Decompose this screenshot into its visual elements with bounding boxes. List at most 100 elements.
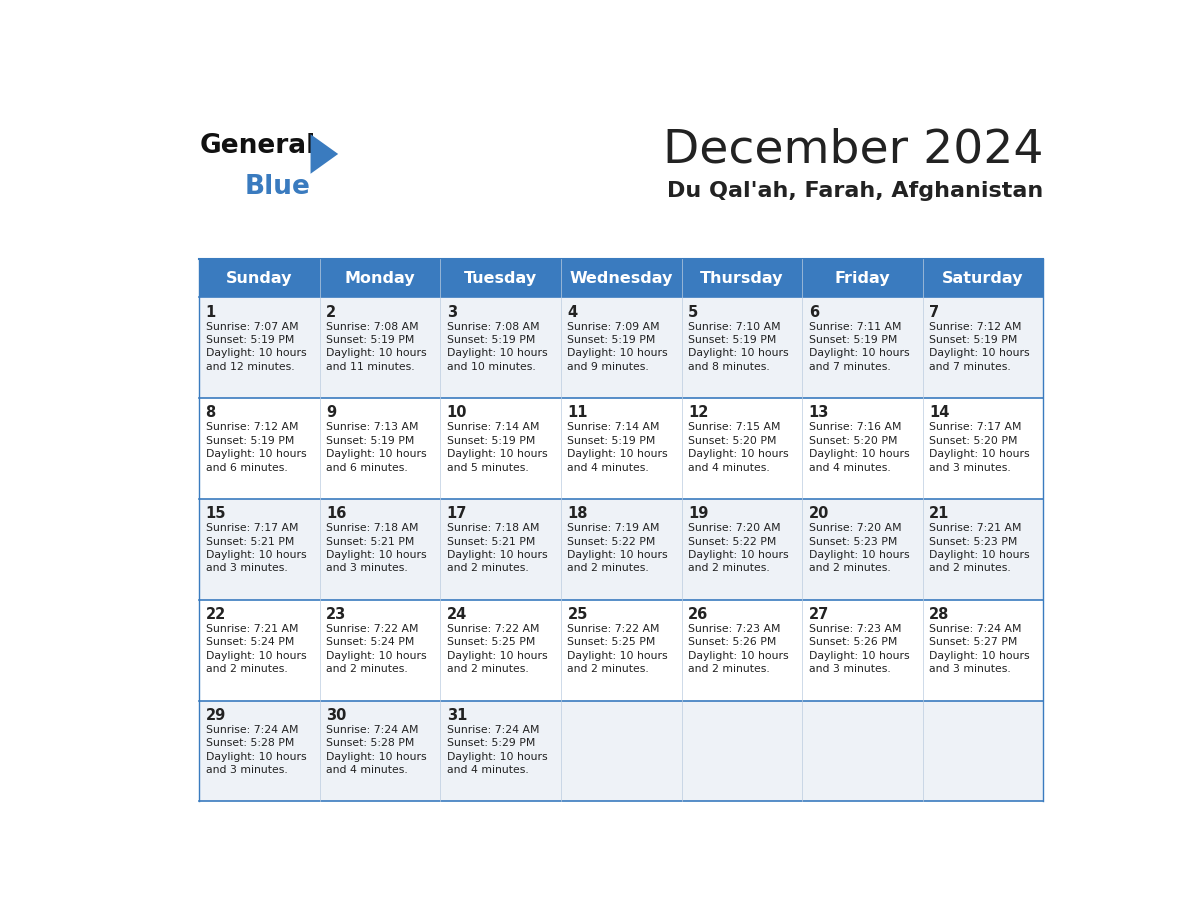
Text: Sunset: 5:23 PM: Sunset: 5:23 PM: [929, 536, 1018, 546]
Text: and 4 minutes.: and 4 minutes.: [447, 765, 529, 775]
Text: Sunrise: 7:24 AM: Sunrise: 7:24 AM: [327, 724, 418, 734]
Text: Sunset: 5:22 PM: Sunset: 5:22 PM: [568, 536, 656, 546]
Bar: [200, 398, 1043, 499]
Text: and 3 minutes.: and 3 minutes.: [929, 665, 1011, 674]
Text: and 4 minutes.: and 4 minutes.: [568, 463, 649, 473]
Text: Sunset: 5:20 PM: Sunset: 5:20 PM: [688, 436, 777, 446]
Text: Sunset: 5:29 PM: Sunset: 5:29 PM: [447, 738, 535, 748]
Text: Sunrise: 7:14 AM: Sunrise: 7:14 AM: [568, 422, 659, 432]
Text: Sunrise: 7:08 AM: Sunrise: 7:08 AM: [327, 321, 419, 331]
Text: Daylight: 10 hours: Daylight: 10 hours: [568, 348, 668, 358]
Text: Monday: Monday: [345, 271, 416, 285]
Text: Sunset: 5:19 PM: Sunset: 5:19 PM: [327, 335, 415, 345]
Text: Saturday: Saturday: [942, 271, 1024, 285]
Text: 18: 18: [568, 506, 588, 521]
Text: and 12 minutes.: and 12 minutes.: [206, 362, 295, 372]
Text: and 8 minutes.: and 8 minutes.: [688, 362, 770, 372]
Bar: [200, 599, 1043, 700]
Text: and 3 minutes.: and 3 minutes.: [809, 665, 890, 674]
Text: 21: 21: [929, 506, 949, 521]
Text: Sunrise: 7:17 AM: Sunrise: 7:17 AM: [206, 523, 298, 533]
Text: Daylight: 10 hours: Daylight: 10 hours: [206, 752, 307, 762]
Text: Daylight: 10 hours: Daylight: 10 hours: [929, 651, 1030, 661]
Text: Sunrise: 7:10 AM: Sunrise: 7:10 AM: [688, 321, 781, 331]
Text: Sunset: 5:19 PM: Sunset: 5:19 PM: [206, 335, 293, 345]
Text: 22: 22: [206, 607, 226, 621]
Text: Sunset: 5:26 PM: Sunset: 5:26 PM: [809, 637, 897, 647]
Text: Sunset: 5:22 PM: Sunset: 5:22 PM: [688, 536, 777, 546]
Text: 30: 30: [327, 708, 347, 722]
Bar: [682, 259, 802, 297]
Text: Daylight: 10 hours: Daylight: 10 hours: [568, 449, 668, 459]
Text: and 3 minutes.: and 3 minutes.: [327, 564, 407, 574]
Bar: [441, 259, 561, 297]
Text: Daylight: 10 hours: Daylight: 10 hours: [447, 752, 548, 762]
Text: and 2 minutes.: and 2 minutes.: [206, 665, 287, 674]
Text: Sunrise: 7:18 AM: Sunrise: 7:18 AM: [447, 523, 539, 533]
Text: Daylight: 10 hours: Daylight: 10 hours: [327, 348, 426, 358]
Text: and 4 minutes.: and 4 minutes.: [688, 463, 770, 473]
Text: Daylight: 10 hours: Daylight: 10 hours: [327, 550, 426, 560]
Text: Daylight: 10 hours: Daylight: 10 hours: [327, 651, 426, 661]
Text: Sunset: 5:19 PM: Sunset: 5:19 PM: [929, 335, 1018, 345]
Text: Sunrise: 7:22 AM: Sunrise: 7:22 AM: [327, 624, 418, 634]
Text: Sunrise: 7:23 AM: Sunrise: 7:23 AM: [809, 624, 902, 634]
Text: Sunrise: 7:21 AM: Sunrise: 7:21 AM: [206, 624, 298, 634]
Text: Sunrise: 7:24 AM: Sunrise: 7:24 AM: [447, 724, 539, 734]
Text: 20: 20: [809, 506, 829, 521]
Text: Sunrise: 7:08 AM: Sunrise: 7:08 AM: [447, 321, 539, 331]
Text: Sunset: 5:21 PM: Sunset: 5:21 PM: [447, 536, 535, 546]
Text: 3: 3: [447, 305, 457, 319]
Text: 25: 25: [568, 607, 588, 621]
Text: Sunrise: 7:22 AM: Sunrise: 7:22 AM: [447, 624, 539, 634]
Text: Daylight: 10 hours: Daylight: 10 hours: [568, 651, 668, 661]
Text: Sunset: 5:20 PM: Sunset: 5:20 PM: [809, 436, 897, 446]
Text: Sunrise: 7:12 AM: Sunrise: 7:12 AM: [206, 422, 298, 432]
Text: 28: 28: [929, 607, 949, 621]
Text: 31: 31: [447, 708, 467, 722]
Text: Daylight: 10 hours: Daylight: 10 hours: [447, 348, 548, 358]
Text: Sunrise: 7:13 AM: Sunrise: 7:13 AM: [327, 422, 418, 432]
Text: and 2 minutes.: and 2 minutes.: [568, 564, 649, 574]
Text: and 2 minutes.: and 2 minutes.: [688, 564, 770, 574]
Text: Sunset: 5:21 PM: Sunset: 5:21 PM: [206, 536, 293, 546]
Text: Sunrise: 7:20 AM: Sunrise: 7:20 AM: [688, 523, 781, 533]
Text: Daylight: 10 hours: Daylight: 10 hours: [809, 348, 909, 358]
Text: and 2 minutes.: and 2 minutes.: [447, 564, 529, 574]
Text: Daylight: 10 hours: Daylight: 10 hours: [327, 752, 426, 762]
Text: 10: 10: [447, 406, 467, 420]
Text: and 2 minutes.: and 2 minutes.: [568, 665, 649, 674]
Text: Friday: Friday: [835, 271, 890, 285]
Text: and 3 minutes.: and 3 minutes.: [206, 564, 287, 574]
Polygon shape: [310, 134, 339, 174]
Text: Sunset: 5:19 PM: Sunset: 5:19 PM: [327, 436, 415, 446]
Text: and 7 minutes.: and 7 minutes.: [809, 362, 890, 372]
Text: Blue: Blue: [245, 174, 310, 200]
Text: Sunset: 5:20 PM: Sunset: 5:20 PM: [929, 436, 1018, 446]
Text: 5: 5: [688, 305, 699, 319]
Text: Daylight: 10 hours: Daylight: 10 hours: [929, 348, 1030, 358]
Text: and 3 minutes.: and 3 minutes.: [929, 463, 1011, 473]
Text: and 2 minutes.: and 2 minutes.: [327, 665, 407, 674]
Text: and 7 minutes.: and 7 minutes.: [929, 362, 1011, 372]
Text: Sunrise: 7:19 AM: Sunrise: 7:19 AM: [568, 523, 659, 533]
Text: Sunset: 5:23 PM: Sunset: 5:23 PM: [809, 536, 897, 546]
Text: 1: 1: [206, 305, 216, 319]
Text: and 2 minutes.: and 2 minutes.: [929, 564, 1011, 574]
Text: Sunset: 5:21 PM: Sunset: 5:21 PM: [327, 536, 415, 546]
Text: Sunset: 5:24 PM: Sunset: 5:24 PM: [206, 637, 293, 647]
Text: Sunrise: 7:20 AM: Sunrise: 7:20 AM: [809, 523, 902, 533]
Bar: [802, 259, 923, 297]
Bar: [200, 259, 320, 297]
Text: Sunset: 5:19 PM: Sunset: 5:19 PM: [809, 335, 897, 345]
Text: Sunrise: 7:16 AM: Sunrise: 7:16 AM: [809, 422, 902, 432]
Text: and 6 minutes.: and 6 minutes.: [327, 463, 407, 473]
Text: Sunrise: 7:21 AM: Sunrise: 7:21 AM: [929, 523, 1022, 533]
Text: Daylight: 10 hours: Daylight: 10 hours: [327, 449, 426, 459]
Text: General: General: [200, 133, 316, 159]
Text: Wednesday: Wednesday: [569, 271, 672, 285]
Text: Tuesday: Tuesday: [465, 271, 537, 285]
Text: and 2 minutes.: and 2 minutes.: [447, 665, 529, 674]
Text: 27: 27: [809, 607, 829, 621]
Text: 4: 4: [568, 305, 577, 319]
